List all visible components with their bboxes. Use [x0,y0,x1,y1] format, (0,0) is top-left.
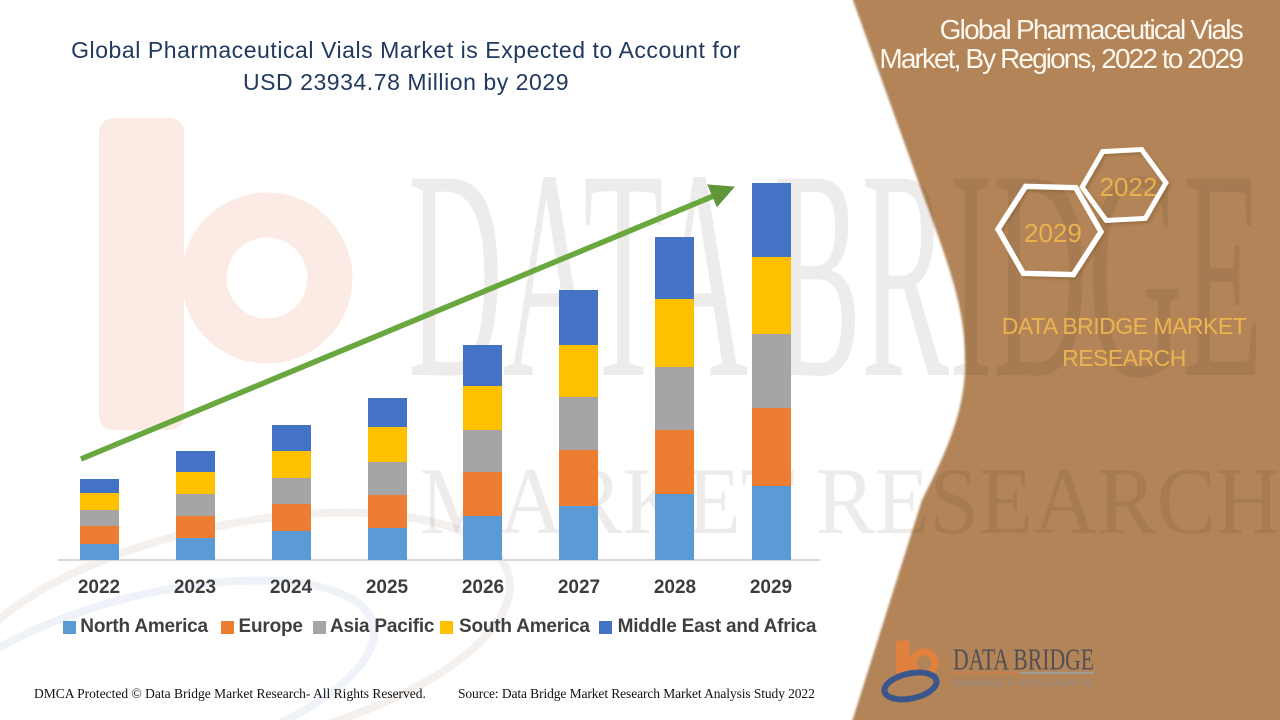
svg-text:DATA BRIDGE: DATA BRIDGE [953,642,1094,677]
svg-text:DATA BRIDGE: DATA BRIDGE [408,108,1263,440]
svg-text:MARKET RESEARCH: MARKET RESEARCH [953,678,1094,688]
